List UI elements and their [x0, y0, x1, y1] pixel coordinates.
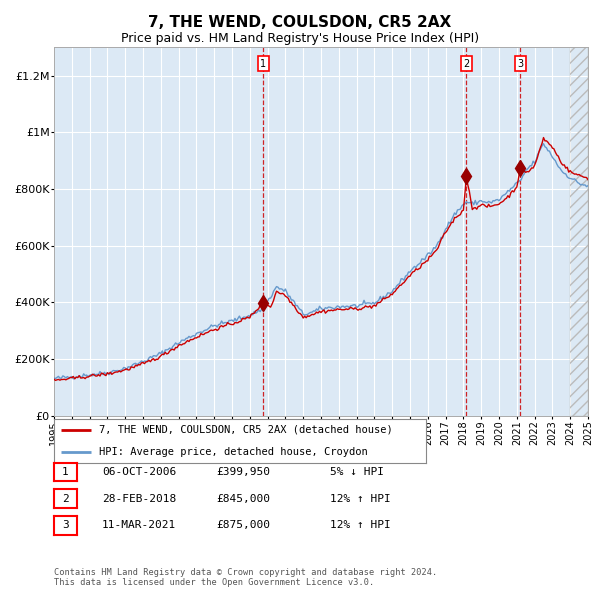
Text: 11-MAR-2021: 11-MAR-2021 — [102, 520, 176, 530]
Text: Contains HM Land Registry data © Crown copyright and database right 2024.
This d: Contains HM Land Registry data © Crown c… — [54, 568, 437, 587]
Text: 28-FEB-2018: 28-FEB-2018 — [102, 494, 176, 503]
Text: 06-OCT-2006: 06-OCT-2006 — [102, 467, 176, 477]
Text: 2: 2 — [62, 494, 69, 503]
Text: 3: 3 — [62, 520, 69, 530]
Text: 1: 1 — [260, 59, 266, 69]
Text: £845,000: £845,000 — [216, 494, 270, 503]
Text: 2: 2 — [463, 59, 469, 69]
Text: 7, THE WEND, COULSDON, CR5 2AX (detached house): 7, THE WEND, COULSDON, CR5 2AX (detached… — [98, 425, 392, 435]
Text: 12% ↑ HPI: 12% ↑ HPI — [330, 494, 391, 503]
Text: Price paid vs. HM Land Registry's House Price Index (HPI): Price paid vs. HM Land Registry's House … — [121, 32, 479, 45]
Text: 3: 3 — [517, 59, 523, 69]
Text: 5% ↓ HPI: 5% ↓ HPI — [330, 467, 384, 477]
Text: 12% ↑ HPI: 12% ↑ HPI — [330, 520, 391, 530]
Text: £875,000: £875,000 — [216, 520, 270, 530]
Text: £399,950: £399,950 — [216, 467, 270, 477]
Text: 1: 1 — [62, 467, 69, 477]
Text: 7, THE WEND, COULSDON, CR5 2AX: 7, THE WEND, COULSDON, CR5 2AX — [148, 15, 452, 30]
Text: HPI: Average price, detached house, Croydon: HPI: Average price, detached house, Croy… — [98, 447, 367, 457]
